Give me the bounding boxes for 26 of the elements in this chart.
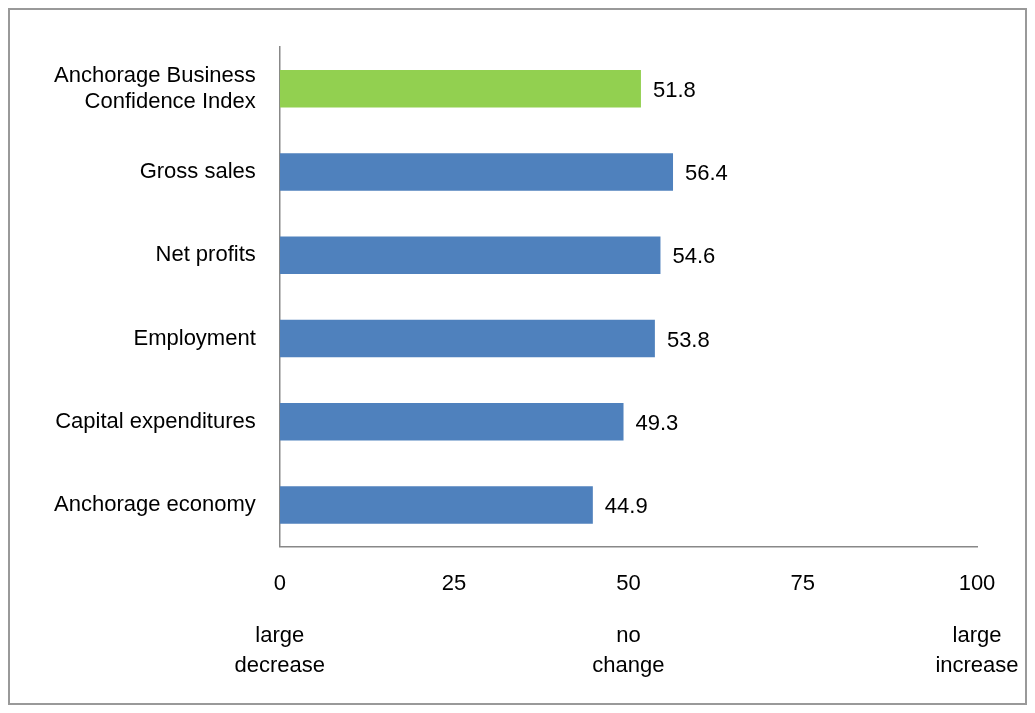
x-tick-label: 50 (616, 569, 641, 595)
x-tick-label: 75 (790, 569, 815, 595)
data-label: 54.6 (672, 243, 716, 269)
data-label: 56.4 (685, 160, 728, 186)
bar (279, 403, 624, 441)
data-label: 49.3 (635, 409, 679, 435)
y-tick-label: Employment (133, 324, 256, 350)
y-tick-label: Gross sales (139, 158, 256, 184)
y-tick-label: Net profits (155, 241, 256, 267)
bar (279, 70, 641, 108)
bar (279, 319, 655, 358)
text: large increase (935, 621, 1019, 677)
x-tick-label: 0 (273, 569, 286, 595)
data-label: 53.8 (666, 326, 710, 352)
x-tick-label: 100 (958, 569, 996, 595)
data-label: 44.9 (604, 493, 648, 519)
bar (279, 153, 674, 191)
bar (279, 486, 593, 524)
text: no change (592, 621, 665, 677)
data-label: 51.8 (652, 76, 696, 102)
y-tick-label: Capital expenditures (55, 407, 256, 433)
y-tick-label: Anchorage economy (54, 491, 256, 517)
y-tick-label: Anchorage Business Confidence Index (54, 61, 256, 114)
x-tick-label: 25 (441, 569, 467, 595)
text: large decrease (234, 621, 326, 677)
bar (279, 236, 661, 275)
